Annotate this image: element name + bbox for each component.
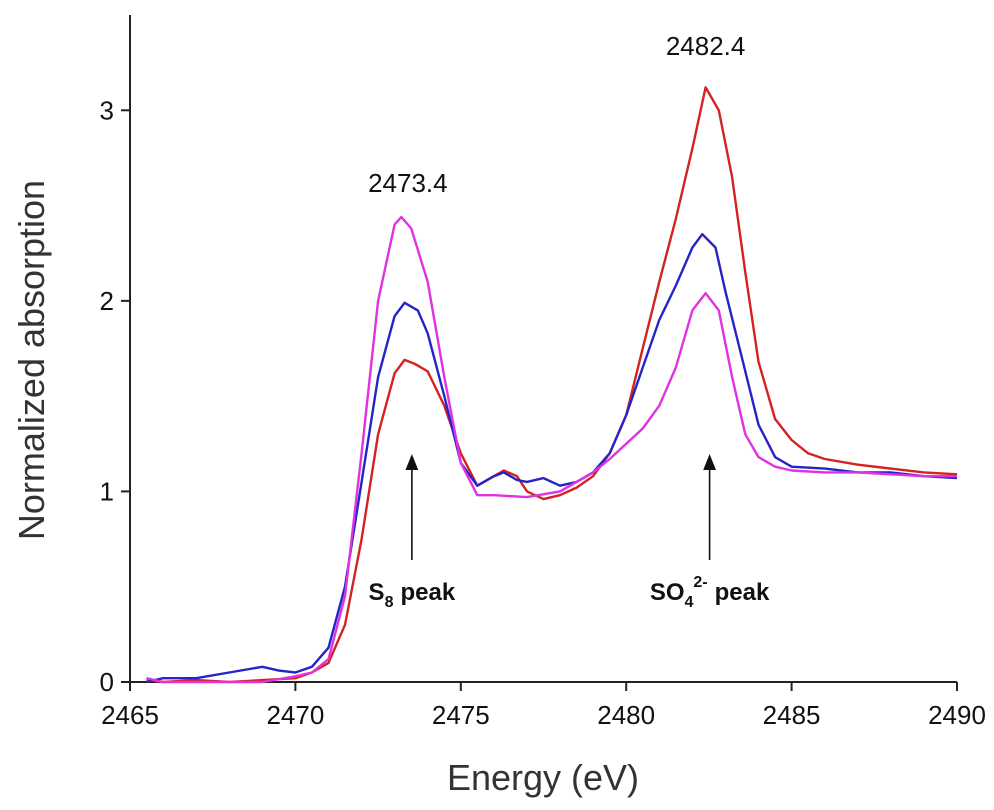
data-line (146, 215, 957, 684)
peak-name-text: peak (400, 579, 455, 606)
peak-label: 2473.4 (368, 168, 448, 198)
peak-name-sub: 8 (385, 594, 394, 611)
peak-name: SO4 2- peak (650, 574, 770, 611)
data-line (146, 86, 958, 684)
y-tick-label: 1 (100, 476, 114, 506)
peak-name-sup: 2- (693, 574, 707, 591)
x-axis-label: Energy (eV) (447, 757, 639, 798)
peak-label: 2482.4 (666, 31, 746, 61)
peak-name-text: peak (715, 579, 770, 606)
peak-name: S8 peak (369, 579, 456, 611)
x-tick-label: 2470 (266, 700, 324, 730)
data-line (146, 233, 958, 684)
x-tick-label: 2485 (763, 700, 821, 730)
y-tick-label: 2 (100, 286, 114, 316)
y-axis-label: Normalized absorption (11, 180, 52, 540)
peak-name-base: S (369, 579, 385, 606)
y-tick-label: 0 (100, 667, 114, 697)
x-tick-label: 2480 (597, 700, 655, 730)
y-tick-label: 3 (100, 95, 114, 125)
peak-name-sub: 4 (685, 594, 694, 611)
x-tick-label: 2475 (432, 700, 490, 730)
x-tick-label: 2490 (928, 700, 986, 730)
peak-name-base: SO (650, 579, 685, 606)
x-tick-label: 2465 (101, 700, 159, 730)
